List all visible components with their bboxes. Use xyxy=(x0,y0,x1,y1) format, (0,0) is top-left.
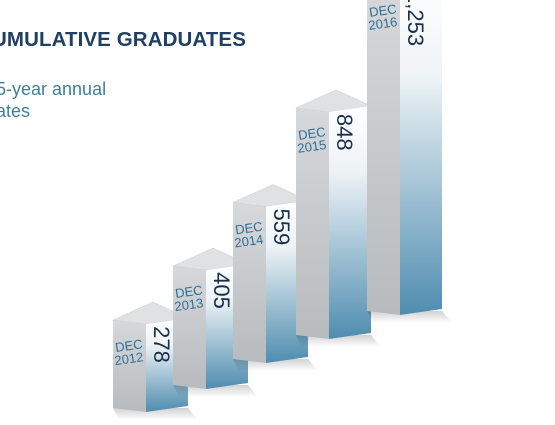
bar-value-label: 1,253 xyxy=(403,0,428,46)
bar-value-label: 559 xyxy=(269,208,294,245)
chart-subtitle: 5-year annual ates xyxy=(0,78,106,122)
bar xyxy=(400,0,442,315)
bar-shadow xyxy=(233,359,318,371)
category-label-month: DEC xyxy=(234,219,263,238)
bar-shadow xyxy=(113,408,198,420)
bar-shadow xyxy=(367,311,452,323)
bar-side xyxy=(173,266,206,389)
category-label-year: 2016 xyxy=(368,14,399,33)
category-label-month: DEC xyxy=(174,282,203,301)
bar-side xyxy=(113,320,146,412)
category-label-year: 2013 xyxy=(174,295,205,314)
category-label-month: DEC xyxy=(368,1,397,20)
category-label-year: 2015 xyxy=(297,137,328,156)
subtitle-line-2: ates xyxy=(0,101,31,121)
bar-value-label: 278 xyxy=(149,326,174,363)
bar-side xyxy=(296,107,329,340)
bar-side xyxy=(367,0,400,315)
chart-title: UMULATIVE GRADUATES xyxy=(0,28,246,51)
subtitle-line-1: 5-year annual xyxy=(0,79,107,99)
bar-shadow xyxy=(173,385,258,397)
bar-shadow xyxy=(296,335,381,347)
bar-value-label: 848 xyxy=(332,114,357,151)
category-label-month: DEC xyxy=(297,124,326,143)
category-label-month: DEC xyxy=(114,336,143,355)
category-label-year: 2012 xyxy=(114,349,145,368)
bar-value-label: 405 xyxy=(209,272,234,309)
bar xyxy=(329,105,371,340)
category-label-year: 2014 xyxy=(234,232,265,251)
bar-side xyxy=(233,202,266,363)
